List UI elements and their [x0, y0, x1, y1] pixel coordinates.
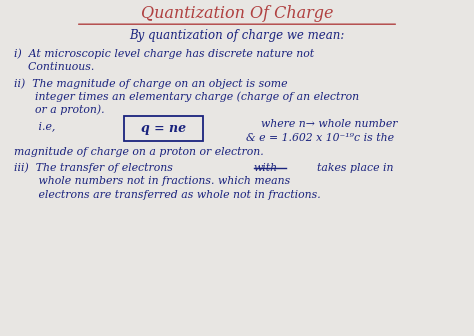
Text: whole numbers not in fractions. which means: whole numbers not in fractions. which me… [14, 176, 291, 186]
Text: Continuous.: Continuous. [14, 62, 95, 72]
Text: By quantization of charge we mean:: By quantization of charge we mean: [129, 29, 345, 42]
Text: with: with [254, 163, 278, 173]
Text: takes place in: takes place in [310, 163, 394, 173]
Text: ii)  The magnitude of charge on an object is some: ii) The magnitude of charge on an object… [14, 78, 288, 89]
Text: iii)  The transfer of electrons: iii) The transfer of electrons [14, 163, 173, 173]
Text: integer times an elementary charge (charge of an electron: integer times an elementary charge (char… [14, 91, 359, 102]
Text: or a proton).: or a proton). [14, 105, 105, 116]
Text: magnitude of charge on a proton or electron.: magnitude of charge on a proton or elect… [14, 147, 264, 157]
Text: where n→ whole number: where n→ whole number [261, 119, 397, 129]
Text: Quantization Of Charge: Quantization Of Charge [141, 5, 333, 22]
Text: & e = 1.602 x 10⁻¹⁹c is the: & e = 1.602 x 10⁻¹⁹c is the [246, 133, 394, 143]
Text: i.e,: i.e, [14, 121, 55, 131]
Text: q = ne: q = ne [141, 122, 186, 135]
Text: i)  At microscopic level charge has discrete nature not: i) At microscopic level charge has discr… [14, 48, 314, 59]
Text: electrons are transferred as whole not in fractions.: electrons are transferred as whole not i… [14, 190, 321, 200]
